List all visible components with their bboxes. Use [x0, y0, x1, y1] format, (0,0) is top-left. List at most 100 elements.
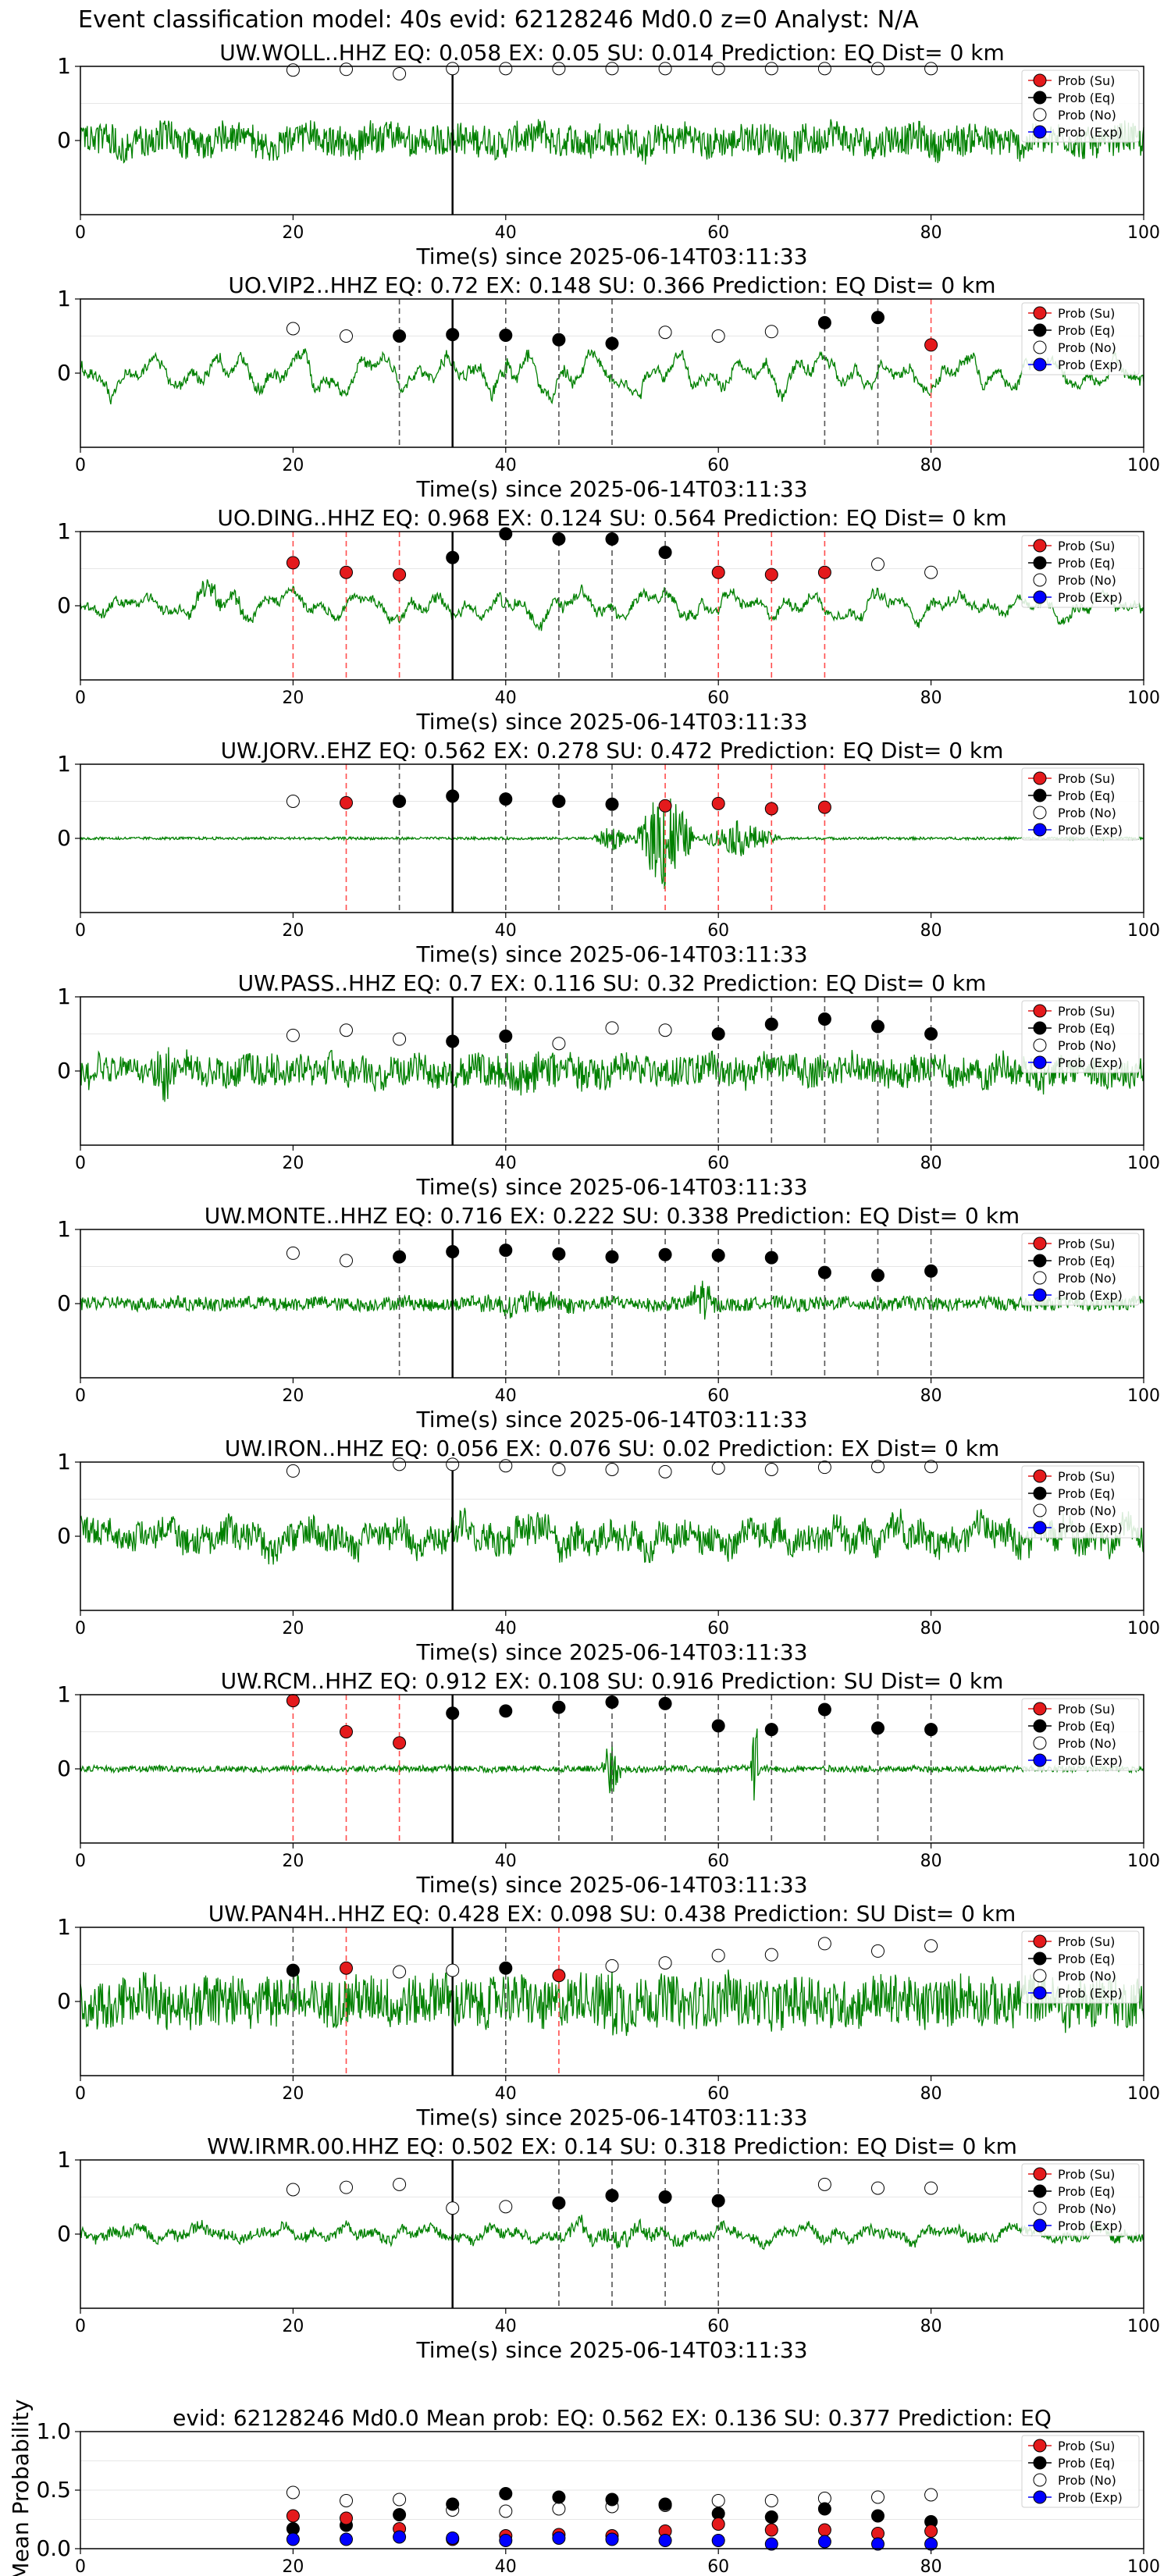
- x-tick-label: 40: [495, 456, 517, 475]
- prob-marker-no: [393, 1032, 407, 1046]
- legend-marker-su: [1033, 1004, 1047, 1018]
- legend-label-su: Prob (Su): [1058, 539, 1115, 553]
- x-axis-label: Time(s) since 2025-06-14T03:11:33: [415, 2105, 807, 2130]
- legend-label-no: Prob (No): [1058, 2473, 1116, 2488]
- waveform-trace: [80, 1047, 1144, 1102]
- legend-label-eq: Prob (Eq): [1058, 1486, 1115, 1501]
- prob-marker-no: [499, 2200, 513, 2214]
- prob-marker-no: [711, 329, 725, 343]
- legend-box: [1021, 1930, 1140, 2004]
- x-tick-label: 40: [495, 921, 517, 941]
- prob-marker-su: [658, 799, 672, 813]
- mean-marker-no: [552, 2502, 566, 2516]
- x-tick-label: 60: [707, 2557, 729, 2576]
- y-tick-label: 0.0: [36, 2535, 71, 2561]
- prob-marker-eq: [552, 333, 566, 347]
- x-tick-label: 80: [920, 2557, 942, 2576]
- panel-title: UW.RCM..HHZ EQ: 0.912 EX: 0.108 SU: 0.91…: [221, 1668, 1004, 1694]
- x-tick-label: 80: [920, 2084, 942, 2104]
- mean-marker-eq: [658, 2497, 672, 2511]
- prob-marker-eq: [499, 1244, 513, 1258]
- x-tick-label: 80: [920, 1619, 942, 1638]
- x-tick-label: 0: [75, 223, 86, 243]
- y-tick-label: 1: [57, 286, 71, 311]
- prob-marker-no: [446, 2201, 460, 2215]
- station-panel: WW.IRMR.00.HHZ EQ: 0.502 EX: 0.14 SU: 0.…: [57, 2133, 1160, 2363]
- legend-label-exp: Prob (Exp): [1058, 1521, 1123, 1535]
- prob-marker-eq: [286, 1963, 300, 1977]
- station-panel: UW.WOLL..HHZ EQ: 0.058 EX: 0.05 SU: 0.01…: [57, 40, 1160, 269]
- panel-title: UW.JORV..EHZ EQ: 0.562 EX: 0.278 SU: 0.4…: [221, 738, 1004, 763]
- prob-marker-su: [340, 795, 353, 809]
- x-tick-label: 0: [75, 1386, 86, 1406]
- prob-marker-eq: [764, 1723, 778, 1737]
- prob-marker-eq: [817, 1012, 831, 1026]
- prob-marker-no: [552, 1463, 566, 1476]
- prob-marker-eq: [605, 2189, 619, 2203]
- plot-frame: [80, 1229, 1144, 1379]
- prob-marker-no: [393, 1965, 407, 1979]
- mean-marker-eq: [817, 2502, 831, 2516]
- station-panel: UW.MONTE..HHZ EQ: 0.716 EX: 0.222 SU: 0.…: [57, 1203, 1160, 1432]
- y-tick-label: 1: [57, 2147, 71, 2172]
- x-axis-label: Time(s) since 2025-06-14T03:11:33: [415, 1174, 807, 1200]
- legend-box: [1021, 767, 1140, 841]
- waveform-trace: [80, 1280, 1144, 1320]
- legend-label-no: Prob (No): [1058, 2201, 1116, 2216]
- x-tick-label: 80: [920, 2317, 942, 2336]
- prob-marker-eq: [871, 1019, 884, 1034]
- legend-box: [1021, 2435, 1140, 2508]
- legend-marker-su: [1033, 1702, 1047, 1716]
- legend-label-su: Prob (Su): [1058, 1004, 1115, 1019]
- plot-frame: [80, 2159, 1144, 2309]
- x-tick-label: 20: [282, 921, 304, 941]
- x-tick-label: 40: [495, 1619, 517, 1638]
- y-tick-label: 1: [57, 1681, 71, 1707]
- legend-box: [1021, 1233, 1140, 1306]
- mean-marker-exp: [340, 2532, 353, 2546]
- y-tick-label: 0: [57, 1756, 71, 1781]
- x-tick-label: 0: [75, 2557, 86, 2576]
- prob-marker-eq: [446, 1034, 460, 1048]
- prob-marker-eq: [393, 329, 407, 343]
- x-axis-label: Time(s) since 2025-06-14T03:11:33: [415, 941, 807, 967]
- x-tick-label: 20: [282, 2557, 304, 2576]
- mean-marker-eq: [393, 2508, 407, 2521]
- prob-marker-eq: [817, 315, 831, 329]
- legend-label-exp: Prob (Exp): [1058, 590, 1123, 605]
- y-tick-label: 0: [57, 1988, 71, 2014]
- y-tick-label: 1: [57, 751, 71, 777]
- prob-marker-no: [393, 1457, 407, 1471]
- panel-title: UW.WOLL..HHZ EQ: 0.058 EX: 0.05 SU: 0.01…: [219, 40, 1005, 66]
- x-tick-label: 80: [920, 1852, 942, 1871]
- prob-marker-no: [340, 1254, 353, 1268]
- prob-marker-su: [340, 565, 353, 579]
- legend-box: [1021, 1465, 1140, 1539]
- plot-frame: [80, 763, 1144, 913]
- prob-marker-su: [764, 802, 778, 816]
- x-tick-label: 20: [282, 1852, 304, 1871]
- y-tick-label: 1: [57, 984, 71, 1009]
- x-tick-label: 80: [920, 921, 942, 941]
- mean-marker-no: [340, 2494, 353, 2507]
- panel-title: UW.PAN4H..HHZ EQ: 0.428 EX: 0.098 SU: 0.…: [208, 1901, 1016, 1927]
- prob-marker-eq: [499, 1029, 513, 1043]
- prob-marker-eq: [658, 1696, 672, 1710]
- panel-title: UO.DING..HHZ EQ: 0.968 EX: 0.124 SU: 0.5…: [217, 505, 1006, 531]
- x-axis-label: Time(s) since 2025-06-14T03:11:33: [415, 1407, 807, 1432]
- prob-marker-no: [605, 1021, 619, 1035]
- prob-marker-su: [340, 1725, 353, 1738]
- legend-marker-exp: [1033, 1753, 1047, 1767]
- prob-marker-no: [340, 2180, 353, 2194]
- prob-marker-eq: [552, 1247, 566, 1261]
- x-tick-label: 0: [75, 2084, 86, 2104]
- mean-marker-su: [924, 2524, 938, 2538]
- prob-marker-eq: [658, 1247, 672, 1261]
- station-panel: UW.PASS..HHZ EQ: 0.7 EX: 0.116 SU: 0.32 …: [57, 970, 1160, 1200]
- x-tick-label: 100: [1127, 223, 1160, 243]
- mean-marker-su: [286, 2509, 300, 2523]
- y-tick-label: 0: [57, 1058, 71, 1083]
- prob-marker-no: [286, 1464, 300, 1478]
- prob-marker-eq: [552, 795, 566, 808]
- legend-marker-eq: [1033, 1254, 1047, 1268]
